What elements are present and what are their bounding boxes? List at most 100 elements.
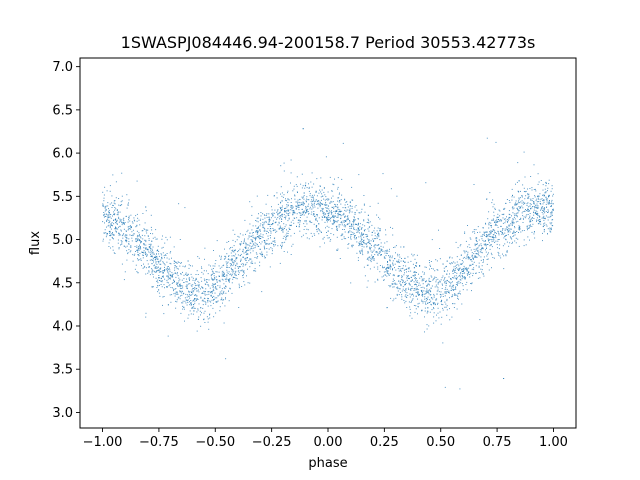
data-point [356,237,357,238]
data-point [550,216,551,218]
data-point [548,202,550,204]
data-point [512,241,513,243]
data-point [321,216,323,218]
data-point [457,247,459,249]
data-point [188,277,190,279]
data-point [506,234,507,236]
data-point [177,282,179,284]
data-point [271,213,273,215]
data-point [343,238,345,240]
data-point [430,287,432,289]
data-point [340,215,342,217]
data-point [188,296,190,297]
data-point [212,279,214,281]
data-point [509,214,511,216]
data-point [550,231,552,233]
data-point [336,249,337,251]
data-point [221,266,223,268]
data-point [481,245,483,247]
data-point [446,288,448,290]
data-point [172,273,174,275]
data-point [227,273,229,274]
data-point [233,270,235,272]
data-point [247,249,249,251]
data-point [444,291,446,293]
data-point [396,287,398,289]
data-point [483,243,485,245]
data-point [308,188,310,189]
data-point [392,283,394,285]
data-point [118,221,120,223]
data-point [351,246,353,248]
data-point [337,200,339,202]
data-point [375,238,377,240]
data-point [234,272,236,274]
data-point [525,217,527,219]
data-point [527,193,529,195]
data-point [112,225,113,227]
data-point [545,198,547,200]
data-point [525,195,527,197]
data-point [369,259,371,261]
data-point [272,215,274,217]
data-point [329,202,331,204]
data-point [518,180,520,182]
data-point [137,217,139,219]
x-tick-label: 1.00 [539,435,568,450]
data-point [450,289,452,291]
data-point [347,224,349,225]
data-point [456,294,458,296]
data-point [273,212,275,214]
data-point [281,221,282,222]
data-point [196,295,198,297]
data-point [243,264,244,266]
data-point [533,164,535,166]
data-point [245,244,247,246]
data-point [139,247,141,249]
data-point [482,227,484,229]
data-point [452,277,454,279]
data-point [213,290,215,291]
data-point [198,257,200,259]
data-point [139,240,141,241]
data-point [189,304,191,306]
data-point [166,268,168,270]
data-point [122,234,124,236]
data-point [150,250,152,252]
data-point [403,246,405,248]
data-point [221,275,223,277]
data-point [310,201,312,203]
data-point [173,293,175,295]
data-point [507,226,509,228]
data-point [537,195,539,197]
data-point [174,280,175,282]
data-point [369,221,371,223]
data-point [547,190,548,192]
data-point [285,234,287,236]
data-point [108,242,110,244]
y-tick-label: 3.5 [52,363,73,378]
data-point [449,262,451,264]
data-point [184,320,185,322]
data-point [304,226,306,227]
data-point [238,236,240,238]
data-point [340,203,342,205]
data-point [182,287,184,289]
data-point [255,243,257,245]
data-point [492,257,494,258]
data-point [506,199,508,200]
data-point [438,317,440,319]
data-point [406,279,408,281]
data-point [358,212,360,214]
data-point [326,232,327,233]
data-point [427,311,429,313]
data-point [156,287,158,288]
data-point [180,312,182,314]
data-point [228,281,230,283]
data-point [274,216,276,218]
data-point [518,228,520,230]
data-point [496,222,498,223]
data-point [373,238,375,240]
data-point [428,284,430,286]
data-point [453,266,455,268]
